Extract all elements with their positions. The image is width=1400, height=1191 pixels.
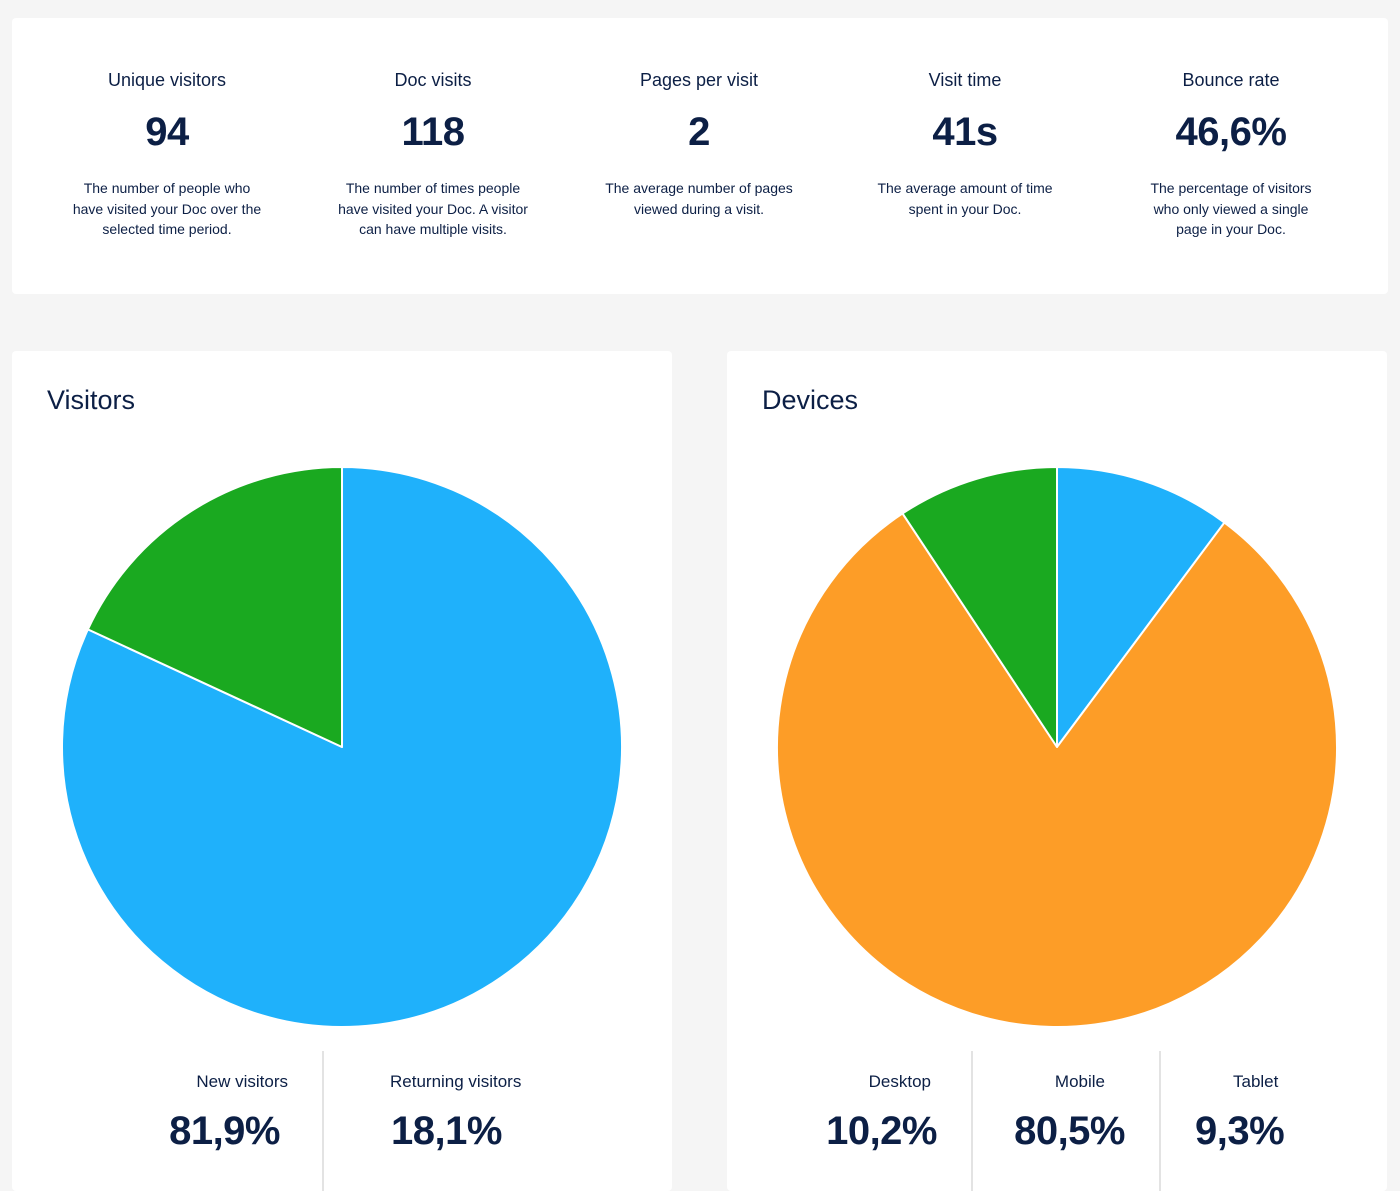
stat-description: The percentage of visitors who only view… bbox=[1150, 180, 1312, 237]
devices-pie-chart bbox=[776, 466, 1338, 1028]
stat-label: Bounce rate bbox=[1182, 70, 1280, 90]
stat-description: The average number of pages viewed durin… bbox=[605, 180, 793, 217]
legend-divider bbox=[1159, 1051, 1161, 1191]
stat-value: 2 bbox=[688, 110, 710, 154]
legend-new-visitors: New visitors 81,9% bbox=[12, 1051, 322, 1191]
stat-description: The number of times people have visited … bbox=[338, 180, 528, 237]
legend-label: Tablet bbox=[1233, 1072, 1279, 1091]
legend-value: 81,9% bbox=[169, 1109, 280, 1153]
stat-value: 46,6% bbox=[1175, 110, 1287, 154]
legend-divider bbox=[971, 1051, 973, 1191]
legend-label: Mobile bbox=[1054, 1072, 1105, 1091]
stat-value: 118 bbox=[401, 110, 465, 154]
legend-label: Returning visitors bbox=[390, 1072, 522, 1091]
pie-slice-tablet[interactable] bbox=[901, 466, 1058, 748]
legend-returning-visitors: Returning visitors 18,1% bbox=[324, 1051, 672, 1191]
devices-card: Devices Desktop 10,2% Mobile 80,5% Table… bbox=[727, 351, 1387, 1191]
legend-tablet: Tablet 9,3% bbox=[1161, 1051, 1387, 1191]
pie-slice-mobile[interactable] bbox=[776, 512, 1338, 1028]
stat-label: Doc visits bbox=[394, 70, 472, 90]
pie-slice-returning-visitors[interactable] bbox=[86, 466, 343, 748]
visitors-card: Visitors New visitors 81,9% Returning vi… bbox=[12, 351, 672, 1191]
stat-description: The number of people who have visited yo… bbox=[72, 180, 262, 237]
stat-label: Pages per visit bbox=[639, 70, 759, 90]
legend-label: New visitors bbox=[196, 1072, 288, 1091]
legend-value: 9,3% bbox=[1195, 1109, 1285, 1153]
visitors-pie-chart bbox=[61, 466, 623, 1028]
legend-divider bbox=[322, 1051, 324, 1191]
legend-value: 80,5% bbox=[1014, 1109, 1125, 1153]
stat-value: 41s bbox=[932, 110, 998, 154]
stat-description: The average amount of time spent in your… bbox=[877, 180, 1053, 217]
visitors-title: Visitors bbox=[47, 385, 136, 415]
legend-value: 18,1% bbox=[391, 1109, 502, 1153]
legend-value: 10,2% bbox=[826, 1109, 937, 1153]
stats-card: Unique visitors 94 The number of people … bbox=[12, 18, 1388, 294]
stat-label: Visit time bbox=[928, 70, 1002, 90]
legend-mobile: Mobile 80,5% bbox=[973, 1051, 1159, 1191]
legend-label: Desktop bbox=[868, 1072, 931, 1091]
pie-slice-desktop[interactable] bbox=[1056, 466, 1226, 748]
devices-title: Devices bbox=[762, 385, 859, 415]
legend-desktop: Desktop 10,2% bbox=[727, 1051, 971, 1191]
stat-value: 94 bbox=[145, 110, 189, 154]
pie-slice-new-visitors[interactable] bbox=[61, 466, 623, 1028]
stat-label: Unique visitors bbox=[107, 70, 227, 90]
